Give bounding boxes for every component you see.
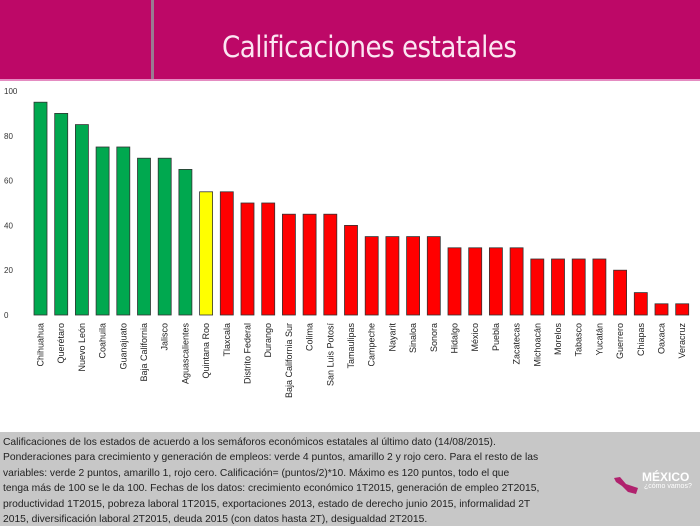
- bar: [281, 213, 296, 316]
- x-tick-label: Puebla: [491, 323, 501, 351]
- x-tick-label: Jalisco: [160, 323, 170, 351]
- bar: [75, 124, 89, 316]
- x-tick-label: Campeche: [367, 323, 377, 367]
- bar: [240, 202, 255, 316]
- x-tick-label: Coahuila: [98, 323, 108, 359]
- y-tick-label: 100: [4, 87, 18, 96]
- header-bar: [0, 0, 700, 79]
- bar: [571, 258, 586, 316]
- x-tick-label: Chiapas: [636, 323, 646, 357]
- x-tick-label: Nuevo León: [77, 323, 87, 372]
- x-tick-label: Querétaro: [56, 323, 66, 364]
- logo-name: MÉXICO: [642, 470, 690, 484]
- footer-line: 2015, diversificación laboral 2T2015, de…: [3, 514, 428, 526]
- footer-line: productividad 1T2015, pobreza laboral 1T…: [3, 498, 531, 510]
- bar: [178, 169, 193, 316]
- bar: [509, 247, 524, 316]
- x-tick-label: Durango: [263, 323, 273, 358]
- footer-line: tenga más de 100 se le da 100. Fechas de…: [3, 483, 540, 495]
- bar: [261, 202, 276, 316]
- header-underline: [0, 79, 700, 81]
- footer-notes: Calificaciones de los estados de acuerdo…: [3, 435, 603, 527]
- header-divider: [151, 0, 154, 80]
- bar: [199, 191, 214, 316]
- x-tick-label: Oaxaca: [657, 323, 667, 354]
- bar: [95, 146, 110, 316]
- x-tick-label: Veracruz: [677, 323, 687, 359]
- x-tick-label: Guerrero: [615, 323, 625, 359]
- x-tick-label: Colima: [305, 323, 315, 351]
- x-tick-label: Distrito Federal: [243, 323, 253, 384]
- x-tick-label: San Luis Potosí: [325, 323, 335, 387]
- bar: [406, 236, 421, 316]
- footer-panel: Calificaciones de los estados de acuerdo…: [0, 432, 700, 526]
- x-tick-label: Yucatán: [594, 323, 604, 356]
- bar: [302, 213, 317, 316]
- mexico-como-vamos-logo: MÉXICO ¿cómo vamos?: [612, 470, 700, 506]
- bar-chart: 0 20 40 60 80 100 Chihuahua Querétaro Nuevo León…: [4, 87, 690, 398]
- x-tick-label: Sinaloa: [408, 323, 418, 353]
- bar: [157, 157, 172, 316]
- bar: [654, 303, 669, 316]
- x-tick-label: Sonora: [429, 323, 439, 352]
- x-tick-label: Guanajuato: [118, 323, 128, 370]
- x-tick-label: Aguascalientes: [180, 323, 190, 385]
- x-tick-label: Hidalgo: [450, 323, 460, 354]
- bar: [447, 247, 462, 316]
- page-title: Calificaciones estatales: [222, 30, 517, 64]
- bar: [323, 213, 338, 316]
- x-tick-label: Quintana Roo: [201, 323, 211, 379]
- x-tick-label: Baja California: [139, 323, 149, 382]
- bar: [219, 191, 234, 316]
- y-tick-label: 60: [4, 177, 13, 186]
- bar: [54, 113, 69, 316]
- bar: [613, 269, 627, 316]
- bar: [137, 157, 151, 316]
- bar: [385, 236, 400, 316]
- footer-line: variables: verde 2 puntos, amarillo 1, r…: [3, 467, 510, 479]
- x-tick-label: Michoacán: [532, 323, 542, 367]
- x-tick-label: Tabasco: [574, 323, 584, 357]
- bar: [344, 224, 358, 316]
- y-tick-label: 40: [4, 221, 13, 230]
- logo-subtitle: ¿cómo vamos?: [644, 483, 692, 490]
- bar: [592, 258, 607, 316]
- y-tick-label: 20: [4, 266, 13, 275]
- x-tick-label: Nayarit: [387, 323, 397, 352]
- bar: [551, 258, 565, 316]
- x-tick-label: Chihuahua: [36, 323, 46, 367]
- y-tick-label: 80: [4, 132, 13, 141]
- map-icon: [614, 477, 638, 494]
- bar: [116, 146, 131, 316]
- footer-line: Calificaciones de los estados de acuerdo…: [3, 437, 496, 448]
- bar: [33, 101, 48, 316]
- bar: [426, 236, 441, 316]
- footer-line: Ponderaciones para crecimiento y generac…: [3, 452, 539, 464]
- bar: [364, 236, 379, 316]
- bar: [675, 303, 690, 316]
- bar: [633, 292, 648, 316]
- y-tick-label: 0: [4, 311, 9, 320]
- bar: [468, 247, 483, 316]
- x-tick-label: Baja California Sur: [284, 323, 294, 398]
- x-tick-label: México: [470, 323, 480, 352]
- x-tick-label: Tamaulipas: [346, 323, 356, 369]
- x-tick-label: Tlaxcala: [222, 323, 232, 357]
- x-tick-label: Morelos: [553, 323, 563, 356]
- x-tick-label: Zacatecas: [512, 323, 522, 365]
- bar: [488, 247, 503, 316]
- bar: [530, 258, 545, 316]
